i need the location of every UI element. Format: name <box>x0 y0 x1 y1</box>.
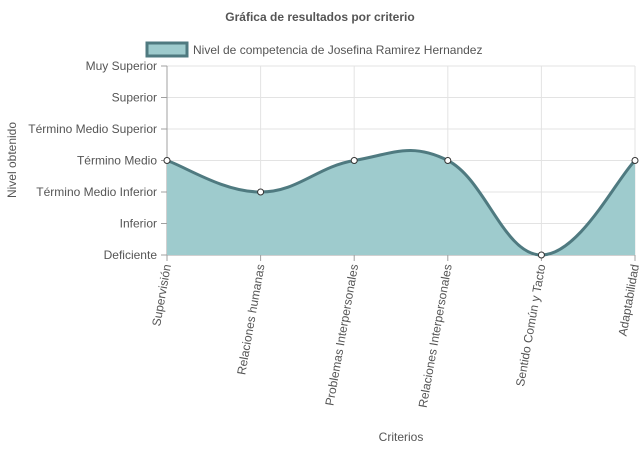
series-area-fill <box>167 150 635 255</box>
y-tick-label: Muy Superior <box>86 59 157 73</box>
x-axis-ticks: Supervisión Relaciones humanas Problemas I… <box>149 263 639 409</box>
legend-label: Nivel de competencia de Josefina Ramirez… <box>193 43 482 57</box>
y-tick-label: Inferior <box>120 217 157 231</box>
data-point <box>537 251 545 259</box>
chart-title: Gráfica de resultados por criterio <box>225 10 414 24</box>
data-point <box>631 157 639 164</box>
data-point <box>257 188 265 196</box>
x-tick-label: Sentido Común y Tacto <box>513 263 548 388</box>
y-tick-label: Término Medio <box>77 154 157 168</box>
x-tick-label: Problemas Interpersonales <box>322 263 361 407</box>
data-points <box>163 157 639 259</box>
plot-area <box>166 149 637 257</box>
x-tick-label: Relaciones Interpersonales <box>416 263 455 409</box>
legend[interactable]: Nivel de competencia de Josefina Ramirez… <box>145 41 482 58</box>
series-line <box>166 149 637 257</box>
data-point <box>350 157 358 164</box>
y-tick-label: Término Medio Superior <box>28 122 157 136</box>
y-tick-label: Superior <box>112 91 157 105</box>
x-tick-label: Relaciones humanas <box>234 263 267 376</box>
x-tick-label: Adaptabilidad <box>616 263 639 337</box>
y-tick-label: Término Medio Inferior <box>36 185 157 199</box>
x-tick-label: Supervisión <box>149 263 174 327</box>
y-axis-ticks: Deficiente Inferior Término Medio Inferior… <box>28 59 157 262</box>
x-axis-label: Criterios <box>379 430 424 444</box>
y-axis-label: Nivel obtenido <box>5 122 19 198</box>
data-point <box>163 157 171 164</box>
data-point <box>444 157 452 164</box>
y-tick-label: Deficiente <box>104 248 158 262</box>
legend-swatch <box>145 41 189 58</box>
